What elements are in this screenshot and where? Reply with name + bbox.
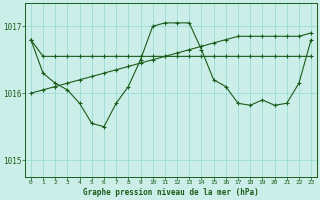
X-axis label: Graphe pression niveau de la mer (hPa): Graphe pression niveau de la mer (hPa) bbox=[83, 188, 259, 197]
